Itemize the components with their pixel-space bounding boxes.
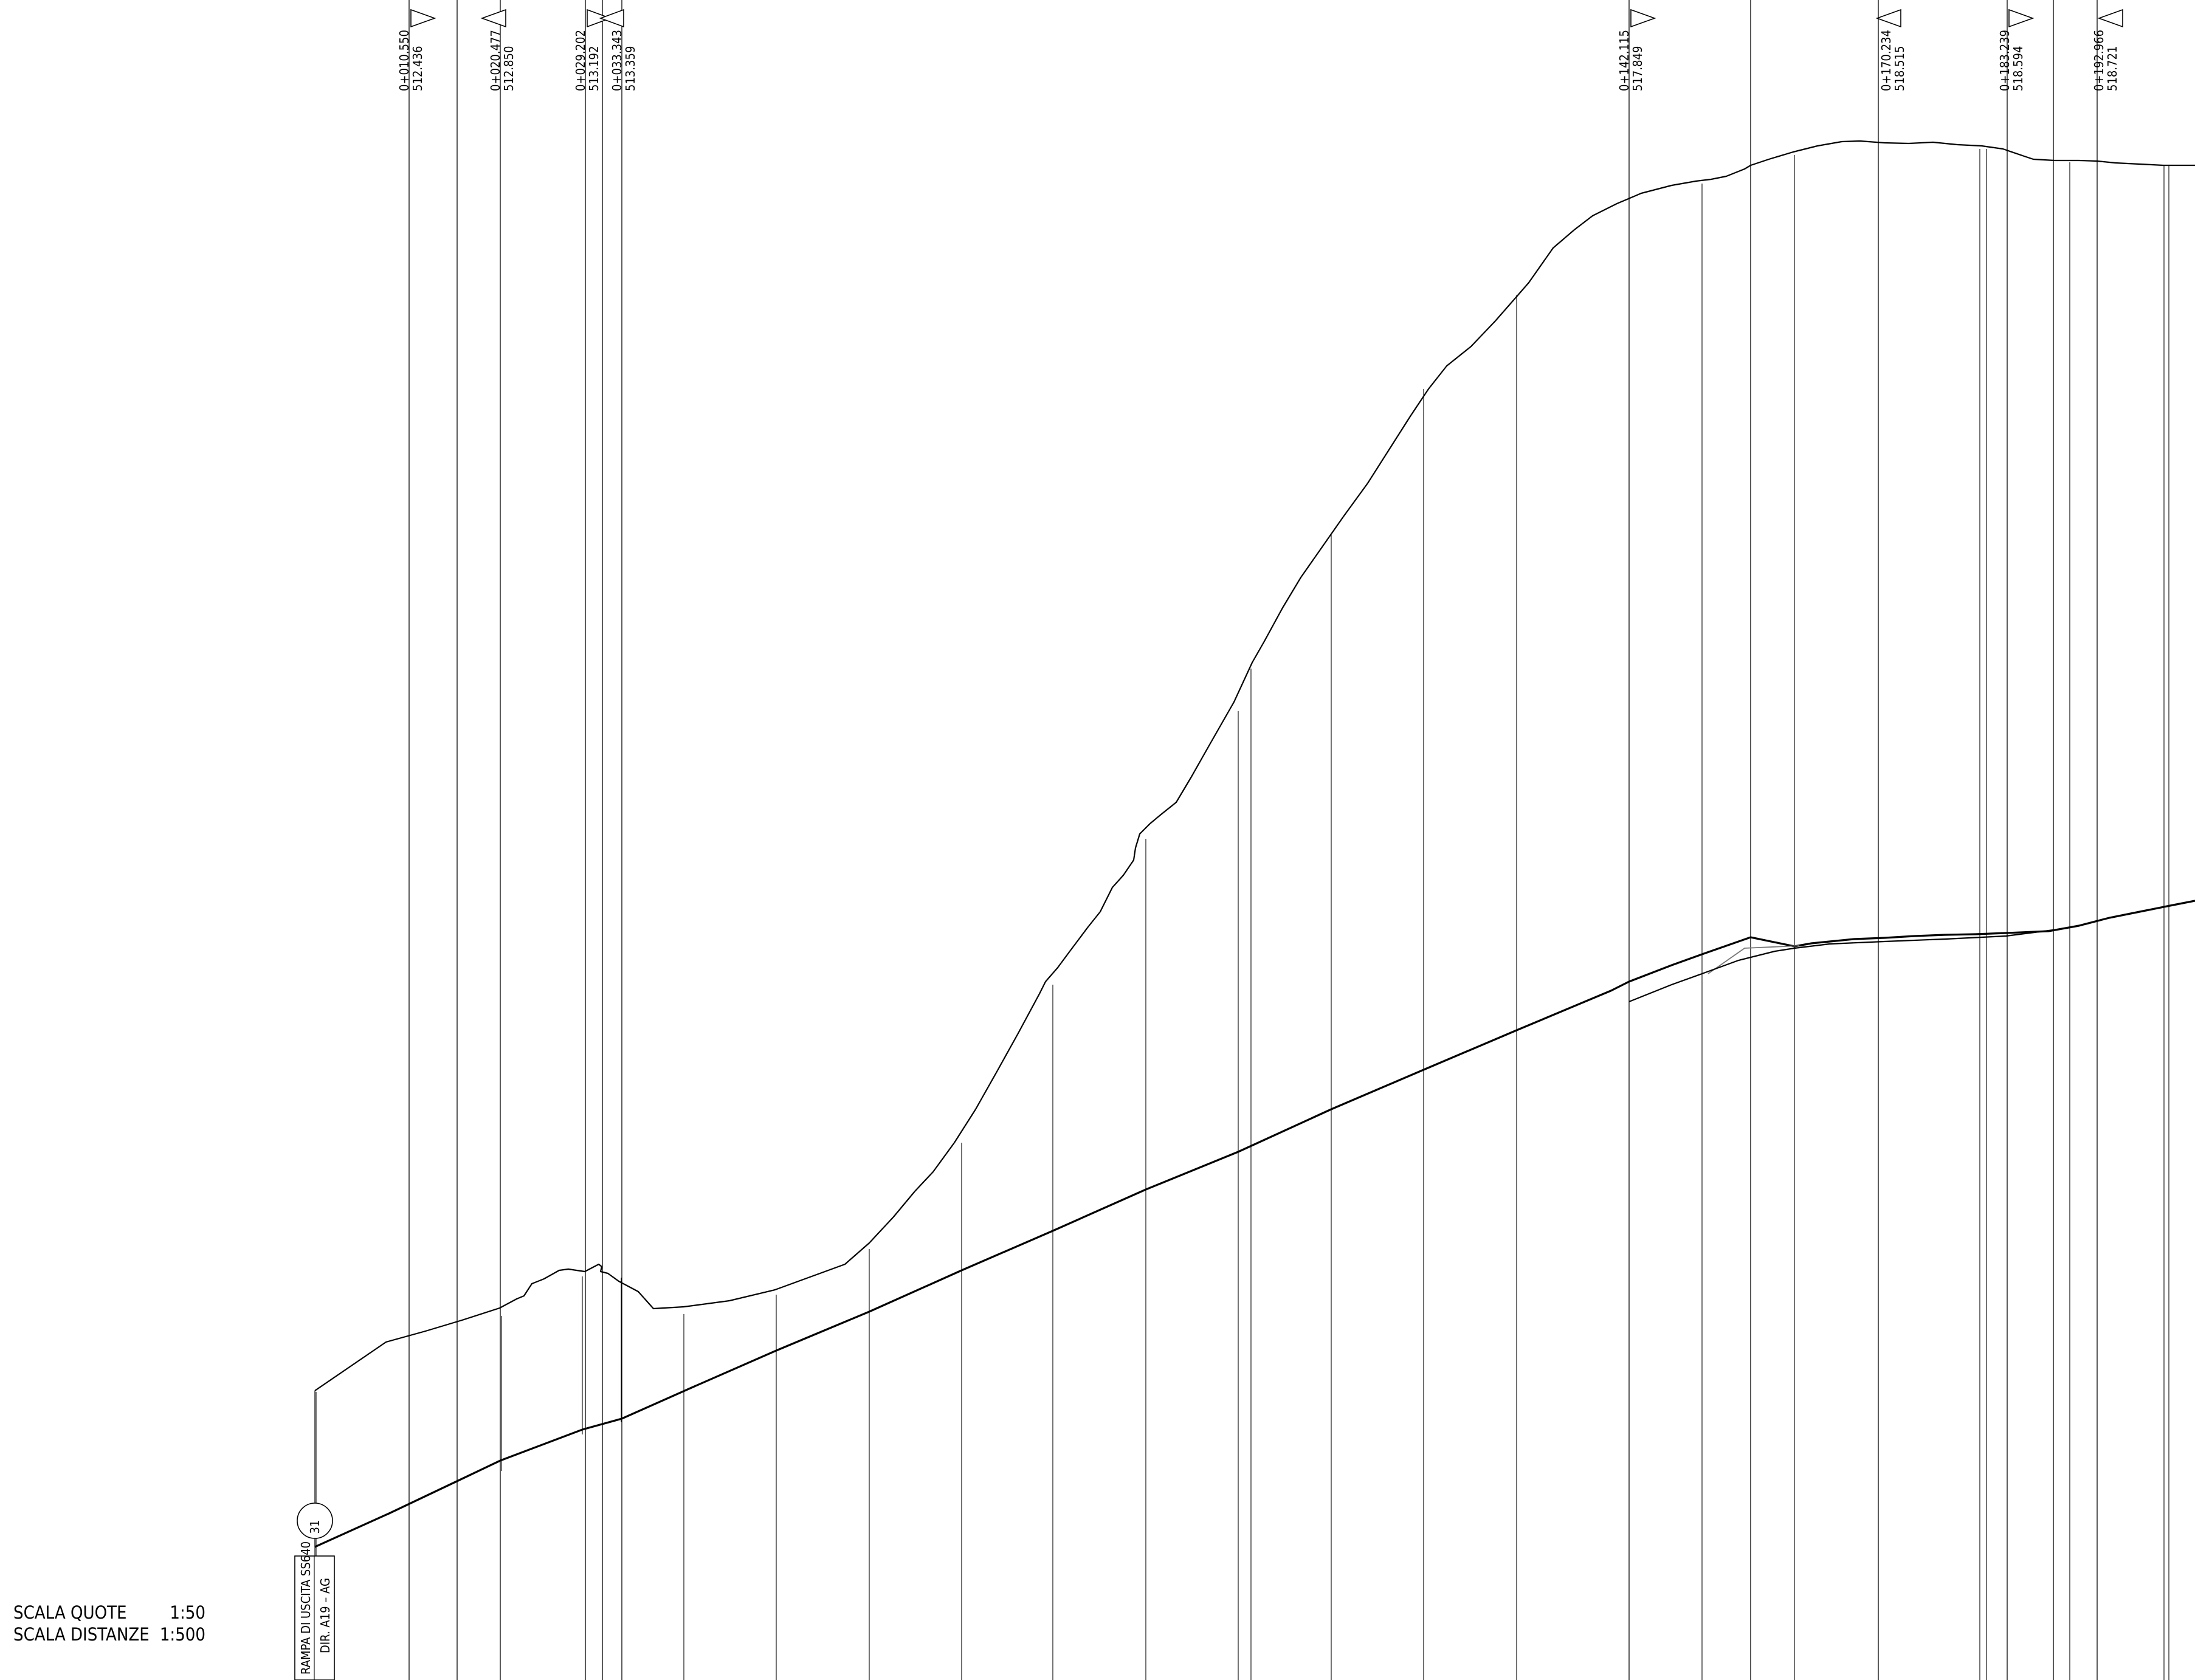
station-label: 0+033.343 bbox=[610, 30, 624, 91]
triangle-left-icon bbox=[1875, 9, 1901, 28]
design-grade-line bbox=[314, 900, 2195, 1548]
elevation-label: 518.515 bbox=[1892, 46, 1907, 91]
elevation-label: 513.192 bbox=[587, 46, 601, 91]
marker-number: 31 bbox=[308, 1520, 322, 1534]
scale-distance-value: 1:500 bbox=[160, 1624, 205, 1645]
station-marker: 0+142.115 517.849 bbox=[1617, 9, 1656, 91]
section-lines bbox=[408, 0, 2098, 1680]
terrain-profile-line bbox=[314, 140, 2195, 1391]
station-label: 0+170.234 bbox=[1879, 30, 1893, 91]
title-box: RAMPA DI USCITA SS640 DIR. A19 – AG bbox=[294, 1541, 335, 1680]
elevation-label: 517.849 bbox=[1630, 46, 1645, 91]
station-markers: 0+010.550 512.436 0+020.477 512.850 0+02… bbox=[397, 9, 2123, 91]
auxiliary-line bbox=[1707, 945, 1800, 974]
title-line-2: DIR. A19 – AG bbox=[318, 1578, 333, 1653]
scale-block: SCALA QUOTE 1:50 SCALA DISTANZE 1:500 bbox=[13, 1602, 205, 1645]
profile-marker: 31 bbox=[297, 1503, 333, 1556]
station-marker: 0+029.202 513.192 bbox=[573, 9, 612, 91]
elevation-label: 513.359 bbox=[623, 46, 638, 91]
triangle-right-icon bbox=[2008, 9, 2035, 28]
connector-lines bbox=[314, 1276, 622, 1547]
station-label: 0+020.477 bbox=[488, 30, 503, 91]
title-line-1: RAMPA DI USCITA SS640 bbox=[298, 1541, 313, 1675]
elevation-label: 512.436 bbox=[410, 46, 425, 91]
station-marker: 0+170.234 518.515 bbox=[1875, 9, 1907, 91]
station-marker: 0+020.477 512.850 bbox=[480, 9, 516, 91]
station-marker: 0+192.966 518.721 bbox=[2092, 9, 2123, 91]
station-label: 0+183.239 bbox=[1997, 30, 2012, 91]
triangle-left-icon bbox=[2097, 9, 2123, 28]
grade-lower-edge bbox=[1628, 929, 2054, 1003]
station-marker: 0+033.343 513.359 bbox=[599, 9, 638, 91]
triangle-left-icon bbox=[599, 9, 624, 28]
triangle-right-icon bbox=[410, 9, 436, 28]
elevation-label: 512.850 bbox=[501, 46, 516, 91]
station-label: 0+029.202 bbox=[573, 30, 588, 91]
elevation-label: 518.721 bbox=[2105, 46, 2120, 91]
station-marker: 0+183.239 518.594 bbox=[1997, 9, 2035, 91]
terrain-section-lines bbox=[315, 149, 2169, 1680]
triangle-right-icon bbox=[1630, 9, 1656, 28]
scale-quote-label: SCALA QUOTE bbox=[13, 1602, 127, 1623]
triangle-left-icon bbox=[480, 9, 506, 28]
scale-quote-value: 1:50 bbox=[170, 1602, 205, 1623]
station-label: 0+192.966 bbox=[2092, 30, 2106, 91]
station-marker: 0+010.550 512.436 bbox=[397, 9, 436, 91]
elevation-label: 518.594 bbox=[2011, 46, 2025, 91]
triangle-right-icon bbox=[587, 9, 612, 28]
station-label: 0+142.115 bbox=[1617, 30, 1632, 91]
scale-distance-label: SCALA DISTANZE bbox=[13, 1624, 150, 1645]
station-label: 0+010.550 bbox=[397, 30, 412, 91]
